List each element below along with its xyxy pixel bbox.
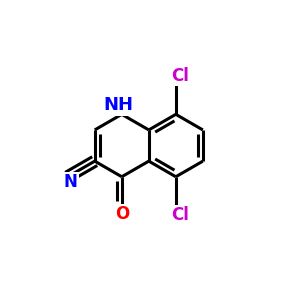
Text: NH: NH [103,96,133,114]
Text: O: O [115,206,129,224]
Text: N: N [63,173,77,191]
Text: Cl: Cl [171,206,189,224]
Text: Cl: Cl [171,67,189,85]
